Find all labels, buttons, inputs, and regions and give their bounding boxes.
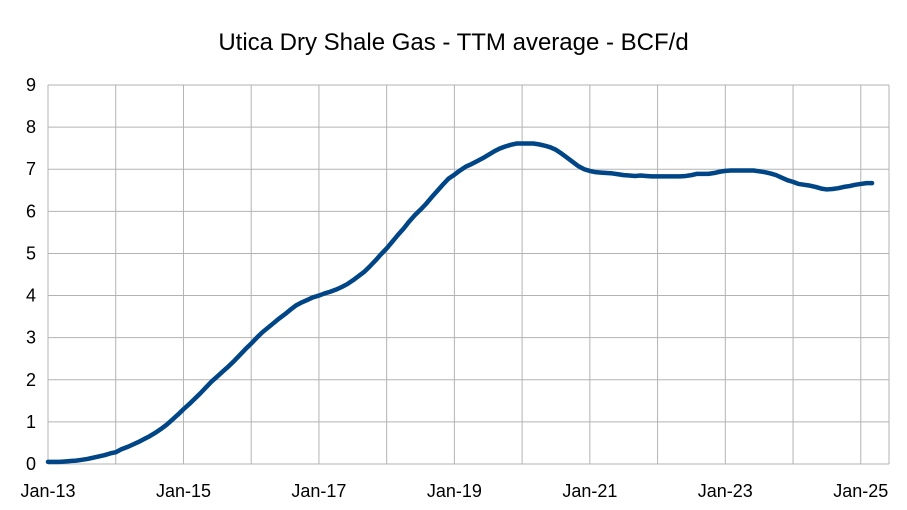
series-line-0 <box>45 141 875 465</box>
x-tick-label: Jan-23 <box>698 481 753 501</box>
y-axis-tick-labels: 0 1 2 3 4 5 6 7 8 9 <box>26 75 36 474</box>
series-group <box>45 141 875 465</box>
x-tick-label: Jan-17 <box>291 481 346 501</box>
chart-title: Utica Dry Shale Gas - TTM average - BCF/… <box>218 29 688 56</box>
y-tick-label: 4 <box>26 286 36 306</box>
y-tick-label: 6 <box>26 201 36 221</box>
y-tick-label: 3 <box>26 328 36 348</box>
x-tick-label: Jan-13 <box>20 481 75 501</box>
y-tick-label: 8 <box>26 117 36 137</box>
y-tick-label: 5 <box>26 243 36 263</box>
x-tick-label: Jan-15 <box>156 481 211 501</box>
x-axis-tick-labels: Jan-13 Jan-15 Jan-17 Jan-19 Jan-21 Jan-23 Jan-… <box>20 481 888 501</box>
x-tick-label: Jan-25 <box>833 481 888 501</box>
y-tick-label: 1 <box>26 412 36 432</box>
y-tick-label: 9 <box>26 75 36 95</box>
grid-lines <box>47 84 890 465</box>
y-tick-label: 2 <box>26 370 36 390</box>
y-tick-label: 7 <box>26 159 36 179</box>
x-tick-label: Jan-19 <box>427 481 482 501</box>
y-tick-label: 0 <box>26 454 36 474</box>
x-tick-label: Jan-21 <box>562 481 617 501</box>
